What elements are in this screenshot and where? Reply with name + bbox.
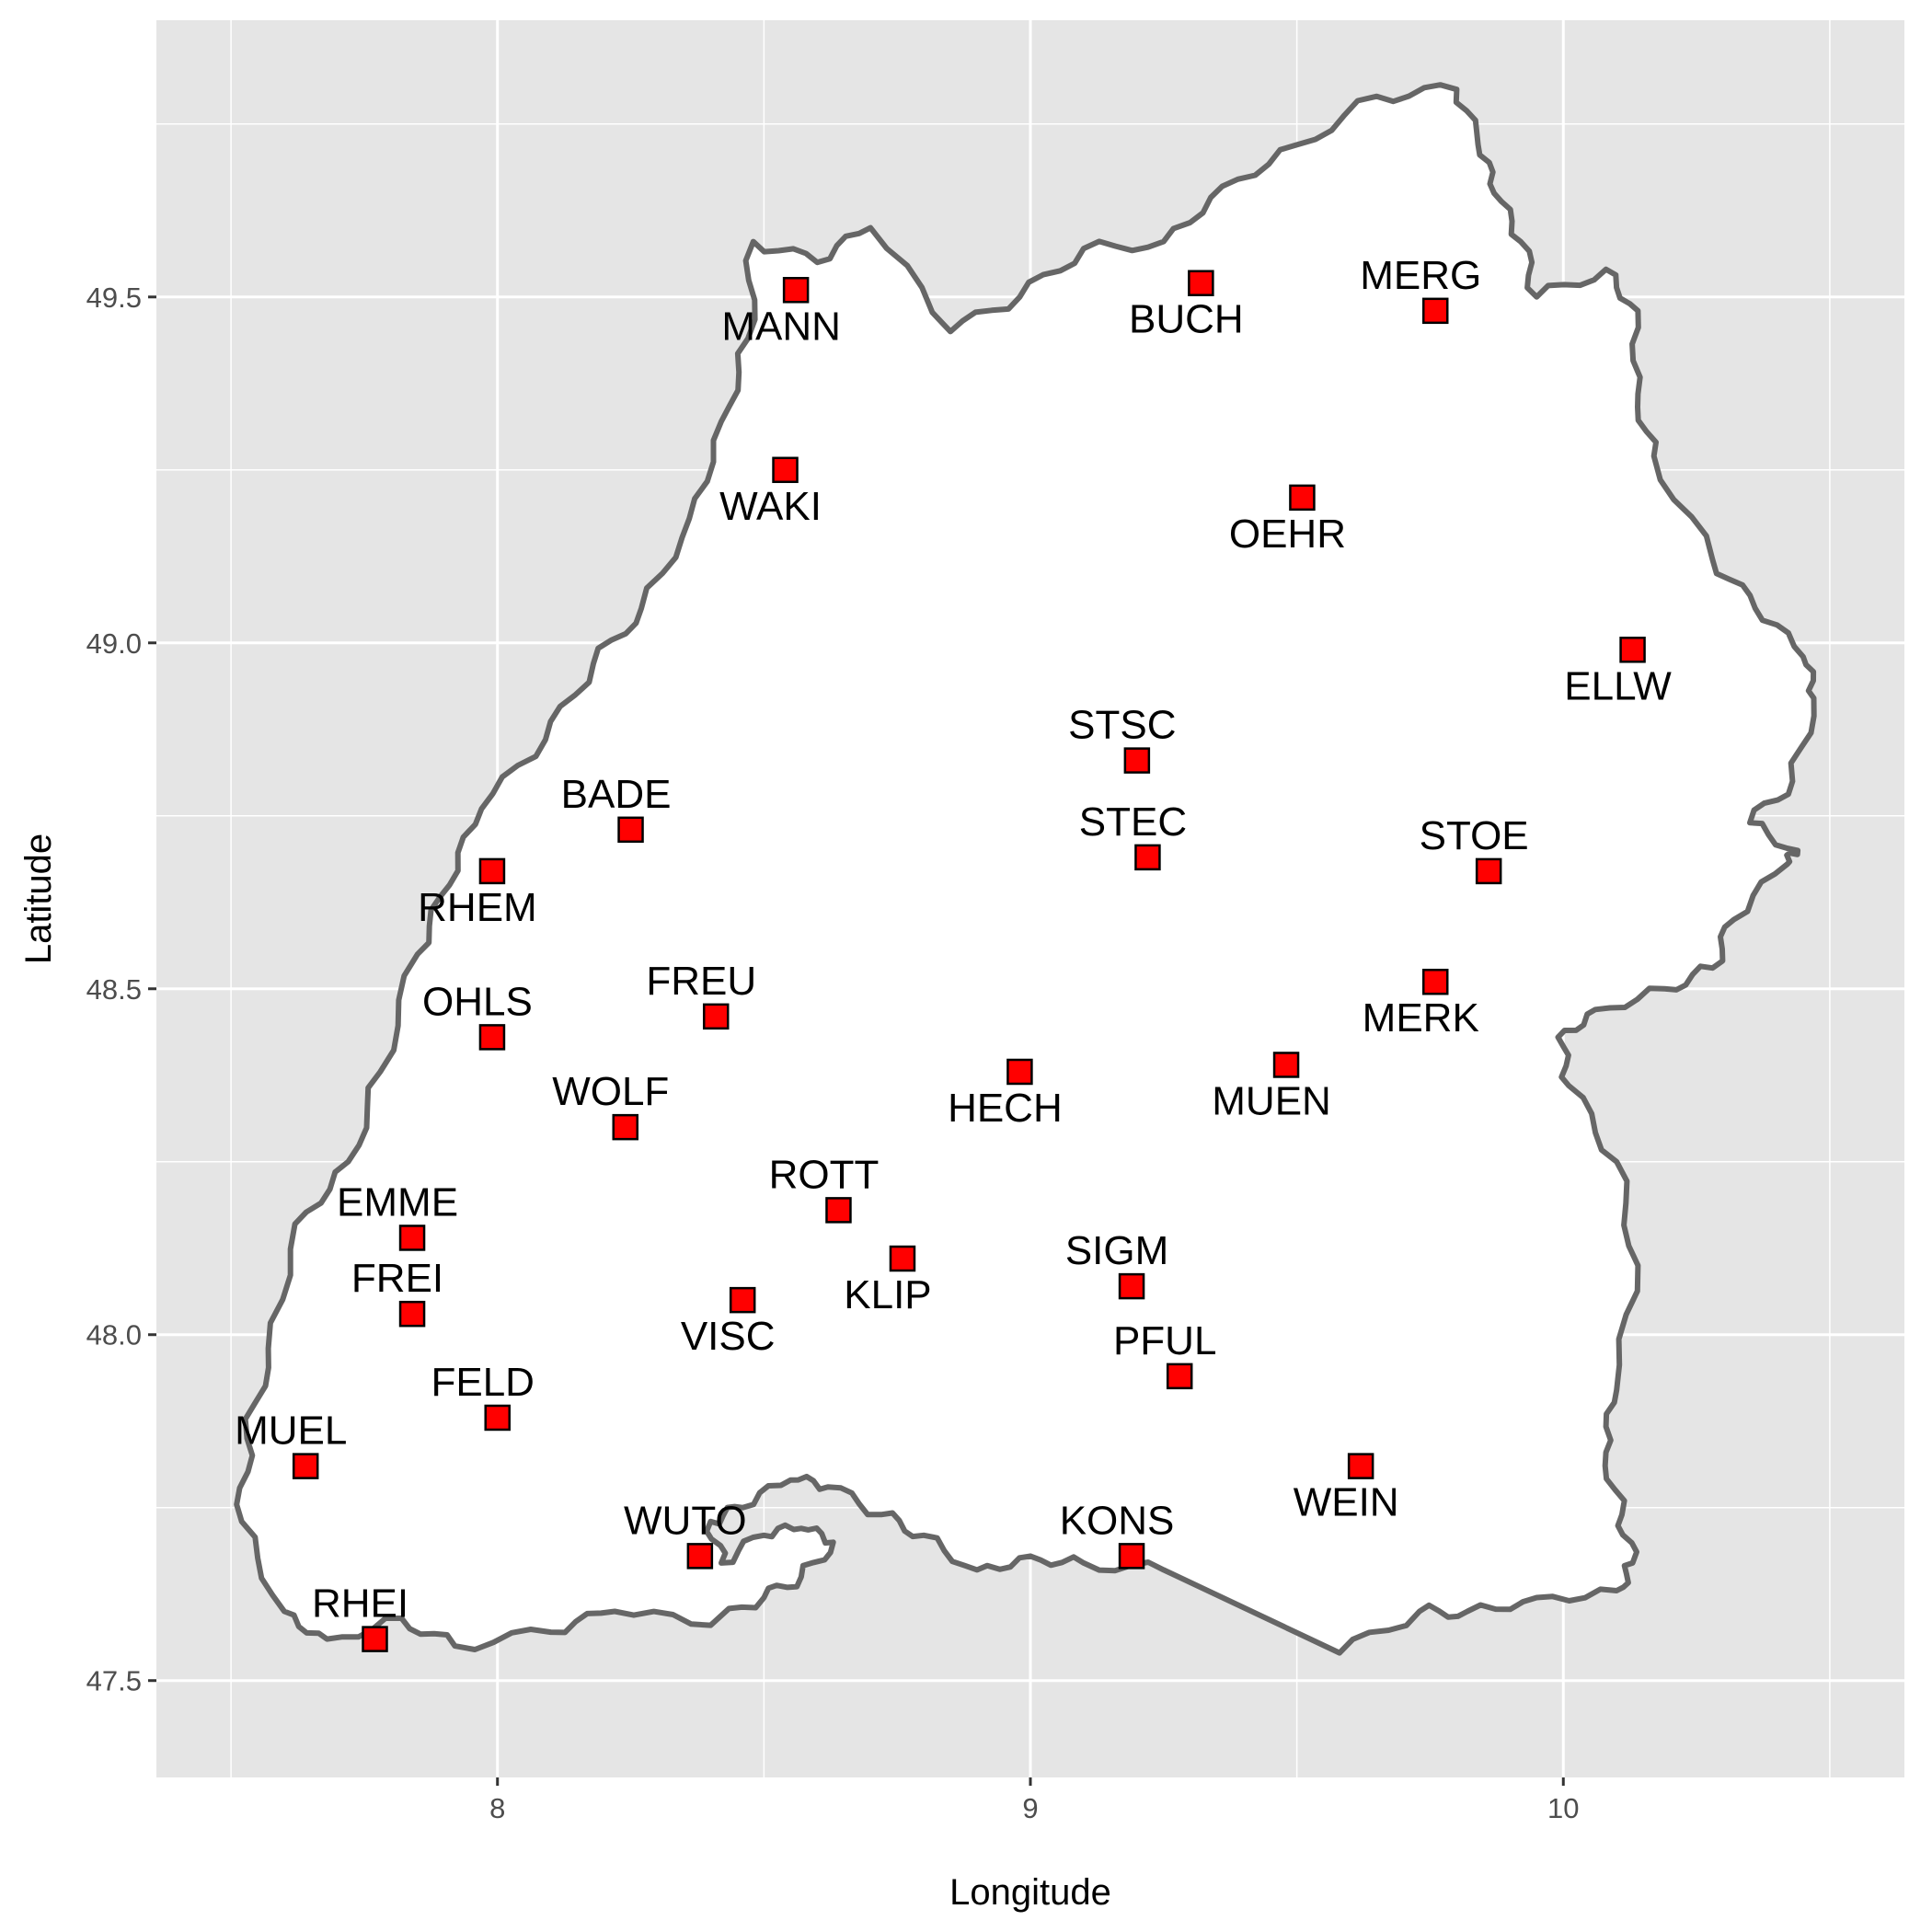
station-label-ohls: OHLS [422,979,533,1024]
station-marker-merk [1421,968,1449,995]
station-label-pful: PFUL [1113,1318,1216,1363]
y-axis-title: Latitude [18,834,59,964]
station-label-merk: MERK [1363,995,1479,1041]
y-tick-label: 48.0 [86,1319,142,1351]
station-marker-ohls [478,1024,506,1051]
station-label-waki: WAKI [719,484,822,529]
station-marker-wein [1347,1453,1374,1479]
station-marker-stsc [1123,747,1151,774]
station-marker-sigm [1118,1272,1145,1300]
station-marker-pful [1166,1363,1193,1390]
station-marker-rhem [478,857,506,885]
station-label-kons: KONS [1060,1498,1175,1543]
station-marker-rott [825,1197,852,1224]
station-label-buch: BUCH [1129,297,1244,342]
station-marker-feld [484,1404,511,1432]
y-tick-label: 49.0 [86,627,142,660]
station-marker-merg [1421,297,1449,325]
station-marker-frei [398,1300,426,1328]
station-label-sigm: SIGM [1065,1228,1168,1273]
station-label-klip: KLIP [844,1272,931,1317]
station-label-wuto: WUTO [624,1498,747,1543]
x-tick-label: 9 [1022,1792,1038,1824]
station-marker-ellw [1619,637,1646,663]
station-label-rhei: RHEI [312,1581,408,1627]
station-label-muen: MUEN [1212,1078,1331,1123]
station-marker-rhei [362,1626,388,1652]
x-axis-ticks: 8 9 10 [489,1777,1580,1824]
station-label-stec: STEC [1079,799,1187,845]
region-outline [234,82,1817,1656]
station-label-merg: MERG [1360,253,1481,298]
station-label-freu: FREU [646,959,756,1004]
station-marker-muen [1272,1052,1300,1078]
x-tick-label: 8 [489,1792,505,1824]
station-label-ellw: ELLW [1564,663,1672,708]
x-tick-label: 10 [1547,1792,1579,1824]
station-label-stsc: STSC [1068,703,1176,748]
station-marker-kons [1118,1543,1145,1570]
station-label-rhem: RHEM [418,885,537,930]
y-tick-label: 49.5 [86,282,142,314]
station-label-wein: WEIN [1294,1480,1399,1525]
y-tick-label: 47.5 [86,1665,142,1697]
station-labels: MANN BUCH MERG WAKI OEHR ELLW STSC BADE STEC RHEM… [235,253,1672,1627]
station-markers [292,270,1646,1652]
station-marker-muel [292,1453,319,1479]
station-label-feld: FELD [431,1360,534,1405]
y-axis-ticks: 47.5 48.0 48.5 49.0 49.5 [86,282,156,1697]
station-label-emme: EMME [337,1179,458,1225]
station-label-stoe: STOE [1420,813,1529,858]
station-marker-wuto [686,1543,714,1570]
station-marker-wolf [612,1113,639,1141]
station-label-visc: VISC [681,1314,776,1359]
station-label-bade: BADE [561,772,672,817]
station-marker-emme [398,1225,426,1251]
station-marker-visc [729,1286,756,1314]
station-marker-stec [1134,844,1161,871]
station-label-oehr: OEHR [1229,512,1346,557]
station-label-rott: ROTT [769,1152,880,1197]
station-marker-bade [617,816,644,844]
station-marker-mann [782,277,810,304]
station-marker-oehr [1289,484,1316,512]
x-axis-title: Longitude [949,1872,1111,1913]
station-label-muel: MUEL [235,1409,347,1454]
station-marker-freu [702,1003,730,1030]
station-marker-klip [889,1245,916,1272]
station-marker-waki [772,456,799,484]
station-marker-hech [1006,1058,1033,1086]
station-marker-buch [1188,270,1214,296]
y-tick-label: 48.5 [86,973,142,1006]
station-label-frei: FREI [351,1256,443,1301]
station-label-mann: MANN [721,304,841,349]
station-label-wolf: WOLF [552,1069,669,1114]
station-marker-stoe [1475,857,1502,885]
station-label-hech: HECH [948,1086,1063,1131]
